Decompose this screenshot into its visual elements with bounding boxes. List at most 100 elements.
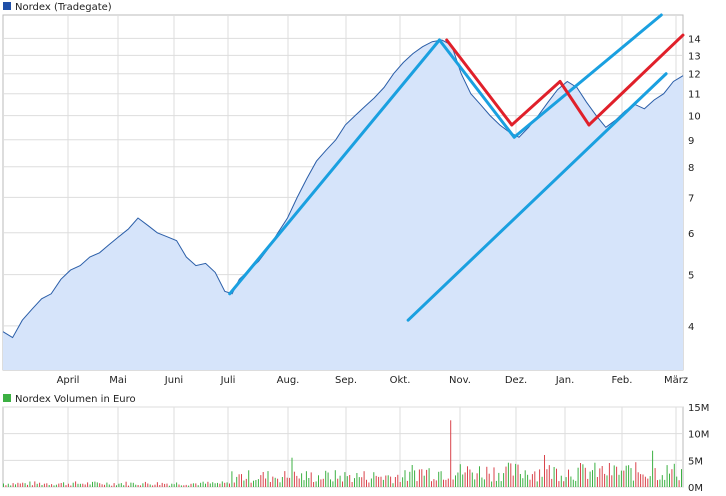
volume-bar [671, 469, 673, 487]
volume-bar [301, 473, 303, 487]
volume-bar [171, 483, 173, 487]
volume-bar [630, 468, 632, 487]
volume-bar [260, 475, 262, 487]
price-x-tick-label: Juni [164, 375, 183, 386]
price-x-tick-label: Jan. [555, 375, 575, 386]
volume-bar [87, 482, 89, 487]
volume-bar [265, 478, 267, 487]
volume-bar [305, 471, 307, 487]
volume-bar [281, 477, 283, 487]
volume-bar [640, 474, 642, 487]
volume-bar [238, 474, 240, 487]
volume-bar [173, 484, 175, 487]
volume-bar [262, 472, 264, 487]
volume-bar [455, 475, 456, 487]
volume-bar [599, 468, 601, 487]
volume-bar [101, 484, 103, 487]
volume-bar [589, 471, 591, 487]
volume-bar [190, 483, 192, 487]
volume-bar [553, 467, 555, 487]
volume-bar [137, 485, 139, 487]
volume-bar [531, 474, 533, 487]
volume-bar [241, 474, 242, 487]
volume-bar [560, 475, 562, 487]
volume-bar [539, 469, 541, 487]
volume-bar [168, 485, 170, 487]
price-y-tick-label: 13 [688, 51, 701, 62]
price-y-tick-label: 7 [688, 193, 694, 204]
volume-bar [431, 481, 432, 487]
volume-bar [7, 483, 9, 487]
volume-bar [628, 465, 630, 487]
volume-bar [450, 420, 452, 487]
volume-bar [152, 485, 154, 487]
volume-bar [48, 485, 50, 487]
volume-bar [642, 474, 644, 487]
trendlines [228, 13, 685, 322]
volume-bar [606, 475, 608, 487]
volume-bar [120, 483, 122, 487]
volume-bar [414, 470, 416, 487]
volume-bar [469, 469, 471, 487]
price-y-axis: 4 5 6 7 8 9 10 11 12 13 14 [688, 34, 701, 332]
volume-bar [53, 485, 55, 487]
volume-bar [60, 483, 62, 487]
volume-bar [380, 476, 382, 487]
volume-bar [313, 482, 315, 487]
volume-bar [274, 477, 276, 487]
volume-bar [332, 481, 334, 487]
volume-bar [315, 481, 317, 487]
volume-bar [325, 470, 327, 487]
volume-bar [368, 482, 370, 487]
volume-bar [512, 475, 514, 487]
volume-bar [390, 476, 392, 487]
volume-bar [394, 477, 396, 487]
volume-bar [363, 471, 365, 487]
volume-bar [212, 482, 214, 487]
volume-bar [541, 476, 543, 487]
price-x-tick-label: Aug. [277, 375, 300, 386]
volume-bar [498, 472, 500, 487]
trendline-red [445, 38, 514, 127]
volume-bar [558, 481, 560, 487]
volume-bar [572, 479, 574, 487]
volume-bar [3, 483, 4, 487]
volume-bar [65, 485, 67, 487]
volume-bar [587, 478, 589, 487]
volume-bar [358, 477, 360, 487]
volume-bar [474, 479, 476, 487]
volume-bar [580, 463, 581, 487]
volume-bar [183, 485, 185, 487]
volume-bar [551, 478, 553, 487]
volume-bar [248, 470, 250, 487]
volume-bar [185, 484, 187, 487]
volume-bar [522, 478, 524, 487]
price-x-tick-label: März [664, 375, 688, 386]
volume-bar [404, 470, 406, 487]
volume-bar [123, 485, 125, 487]
volume-bar [34, 481, 36, 487]
volume-bar [659, 479, 661, 487]
volume-bar [298, 478, 300, 487]
volume-bar [385, 475, 387, 487]
trendline-blue [437, 38, 516, 139]
volume-bar [476, 473, 478, 487]
volume-bar [236, 476, 238, 487]
volume-bar [342, 481, 343, 487]
volume-bar [245, 478, 247, 487]
volume-bar [39, 482, 41, 487]
volume-bar [491, 481, 493, 487]
volume-bar [15, 484, 16, 487]
volume-bar [128, 485, 129, 487]
volume-bar [349, 475, 351, 487]
volume-bar [556, 468, 557, 487]
volume-bar [488, 473, 490, 487]
volume-bar [154, 484, 156, 487]
volume-bar [346, 476, 348, 487]
volume-bar [568, 469, 569, 487]
volume-bar [596, 477, 598, 487]
volume-bar [459, 464, 461, 487]
volume-bar [82, 483, 84, 487]
price-y-tick-label: 4 [688, 322, 694, 333]
volume-bar [616, 466, 618, 487]
